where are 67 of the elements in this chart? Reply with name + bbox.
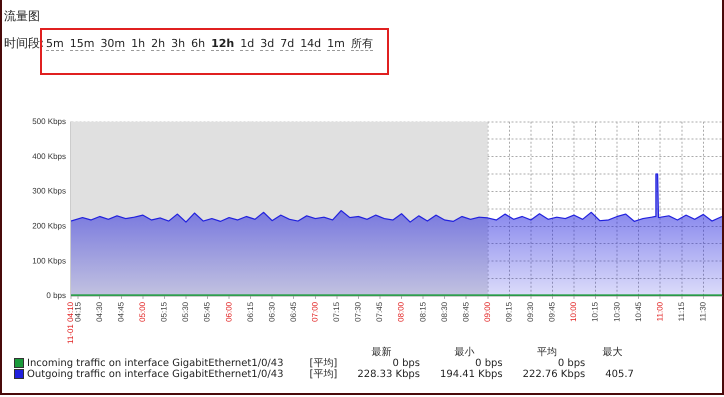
text: 3d [260, 37, 274, 51]
x-tick-label: 11-01 04:10 [66, 301, 76, 344]
text: 3h [171, 37, 186, 51]
text: 30m [100, 37, 126, 51]
text: 所有 [350, 37, 373, 51]
x-tick-label: 06:30 [267, 301, 276, 322]
text: 12h [211, 37, 234, 51]
x-tick-label: 11:00 [655, 301, 664, 322]
x-tick-label: 09:15 [504, 301, 514, 322]
x-tick-label: 06:45 [288, 301, 298, 322]
y-tick-label: 500 Kbps [32, 117, 66, 126]
x-tick-label: 07:15 [332, 301, 342, 322]
text: 1h [131, 37, 146, 51]
text: 0 bps [556, 358, 586, 369]
x-tick-label: 05:30 [181, 301, 190, 322]
x-tick-label: 08:15 [418, 301, 428, 322]
text: 14d [300, 37, 322, 51]
x-tick-label: 05:15 [160, 301, 169, 322]
text: 1m [327, 37, 345, 51]
legend-label: Outgoing traffic on interface GigabitEthernet1/0/43 [26, 369, 284, 380]
x-tick-label: 10:45 [634, 301, 643, 322]
text: 405.7 [604, 369, 635, 380]
x-tick-label: 05:00 [138, 301, 148, 322]
x-tick-label: 09:00 [482, 301, 492, 322]
text: 6h [191, 37, 206, 51]
x-tick-label: 07:30 [354, 301, 363, 322]
text: 228.33 Kbps [356, 369, 421, 380]
x-tick-label: 05:45 [202, 301, 212, 322]
x-tick-label: 04:30 [94, 301, 104, 322]
text: 15m [70, 37, 94, 51]
text: 7d [280, 37, 294, 51]
text: 最小 [453, 347, 476, 358]
text: 最新 [370, 347, 393, 358]
x-tick-label: 11:30 [698, 301, 708, 322]
x-tick-label: 08:30 [440, 301, 449, 322]
x-tick-label: 06:15 [246, 301, 255, 322]
text: 最大 [602, 347, 624, 358]
text: 0 bps [474, 358, 504, 369]
text: [平均] [308, 369, 338, 380]
text: 194.41 Kbps [438, 369, 504, 380]
y-tick-label: 200 Kbps [32, 221, 66, 230]
x-tick-label: 08:45 [461, 301, 470, 322]
text: 222.76 Kbps [522, 369, 586, 380]
x-tick-label: 10:15 [590, 301, 600, 322]
x-tick-label: 07:45 [375, 301, 384, 322]
text: 5m [46, 37, 64, 51]
x-tick-label: 10:30 [612, 301, 622, 322]
x-tick-label: 06:00 [224, 301, 234, 322]
chart-title: 流量图 [4, 8, 40, 25]
text: 2h [151, 37, 166, 51]
x-tick-label: 09:45 [548, 301, 557, 322]
x-tick-label: 04:15 [73, 301, 82, 322]
x-tick-label: 11:15 [676, 301, 686, 322]
x-tick-label: 04:45 [116, 301, 126, 322]
y-tick-label: 0 bps [46, 291, 66, 300]
x-tick-label: 10:00 [569, 301, 578, 322]
y-tick-label: 100 Kbps [32, 256, 66, 266]
text: [平均] [308, 358, 338, 369]
x-tick-label: 09:30 [526, 301, 536, 322]
x-tick-label: 07:00 [310, 301, 320, 322]
text: 1d [240, 37, 254, 51]
legend-label: Incoming traffic on interface GigabitEthernet1/0/43 [26, 358, 285, 369]
y-tick-label: 400 Kbps [32, 152, 66, 161]
y-tick-label: 300 Kbps [32, 186, 66, 196]
text: 0 bps [392, 358, 421, 369]
x-tick-label: 08:00 [396, 301, 406, 322]
text: 平均 [536, 347, 558, 358]
